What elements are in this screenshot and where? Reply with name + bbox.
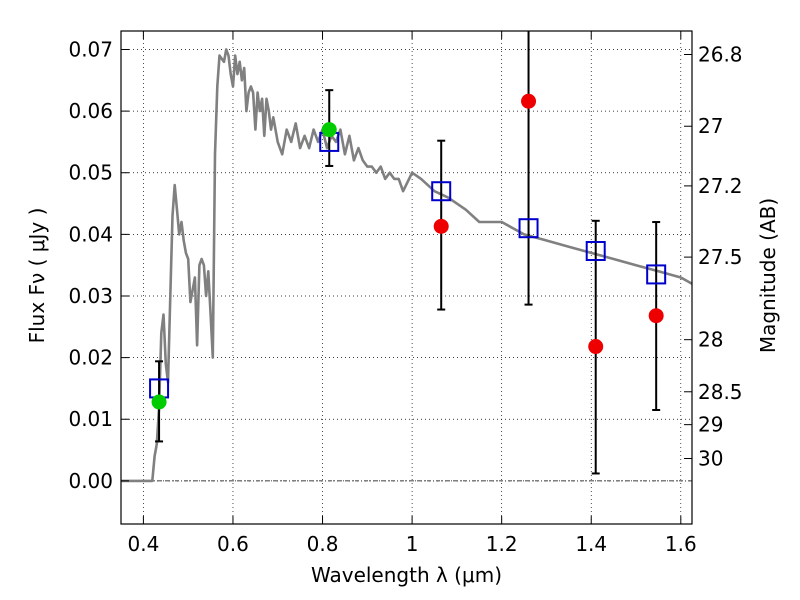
- x-tick-label: 1.2: [486, 532, 518, 556]
- model-spectrum-line: [121, 48, 692, 483]
- y2-tick-label: 28.5: [698, 380, 743, 404]
- model-photometry-square: [646, 264, 667, 285]
- x-tick-label: 0.6: [217, 532, 249, 556]
- y-tick-label: 0.07: [68, 37, 113, 61]
- y-tick-label: 0.00: [68, 469, 113, 493]
- y2-tick-label: 27.5: [698, 245, 743, 269]
- observed-flux-point: [151, 394, 167, 410]
- x-axis: 0.4 0.6 0.8 1 1.2 1.4 1.6: [127, 31, 697, 556]
- plot-area: [121, 31, 692, 483]
- observed-flux-point: [433, 218, 449, 234]
- observed-flux-point: [321, 122, 337, 138]
- model-photometry-square: [518, 218, 539, 239]
- y-tick-label: 0.06: [68, 99, 113, 123]
- y-tick-label: 0.01: [68, 407, 113, 431]
- x-tick-label: 0.8: [307, 532, 339, 556]
- y-axis: 0.00 0.01 0.02 0.03 0.04 0.05 0.06 0.07: [68, 37, 129, 493]
- y-tick-label: 0.02: [68, 346, 113, 370]
- model-photometry-square: [431, 181, 452, 202]
- observed-flux-point: [521, 93, 537, 109]
- y2-tick-label: 27.2: [698, 174, 743, 198]
- y-tick-label: 0.04: [68, 222, 113, 246]
- observed-flux-point: [588, 339, 604, 355]
- y2-tick-label: 27: [698, 114, 723, 138]
- y2-tick-label: 29: [698, 413, 723, 437]
- y-tick-label: 0.05: [68, 161, 113, 185]
- y-axis-title: Flux Fν ( μJy ): [25, 208, 49, 344]
- x-axis-title: Wavelength λ (μm): [311, 563, 502, 587]
- plot-series: [121, 31, 692, 483]
- y2-tick-label: 30: [698, 446, 723, 470]
- x-tick-label: 1: [406, 532, 419, 556]
- y2-axis: 26.8 27 27.2 27.5 28 28.5 29 30: [684, 42, 743, 470]
- y2-tick-label: 28: [698, 328, 723, 352]
- y-tick-label: 0.03: [68, 284, 113, 308]
- plot-frame: [120, 30, 693, 525]
- x-tick-label: 1.4: [575, 532, 607, 556]
- model-photometry-square: [585, 241, 606, 262]
- y2-tick-label: 26.8: [698, 42, 743, 66]
- x-tick-label: 1.6: [665, 532, 697, 556]
- y2-axis-title: Magnitude (AB): [756, 198, 780, 353]
- x-tick-label: 0.4: [127, 532, 159, 556]
- observed-flux-point: [648, 308, 664, 324]
